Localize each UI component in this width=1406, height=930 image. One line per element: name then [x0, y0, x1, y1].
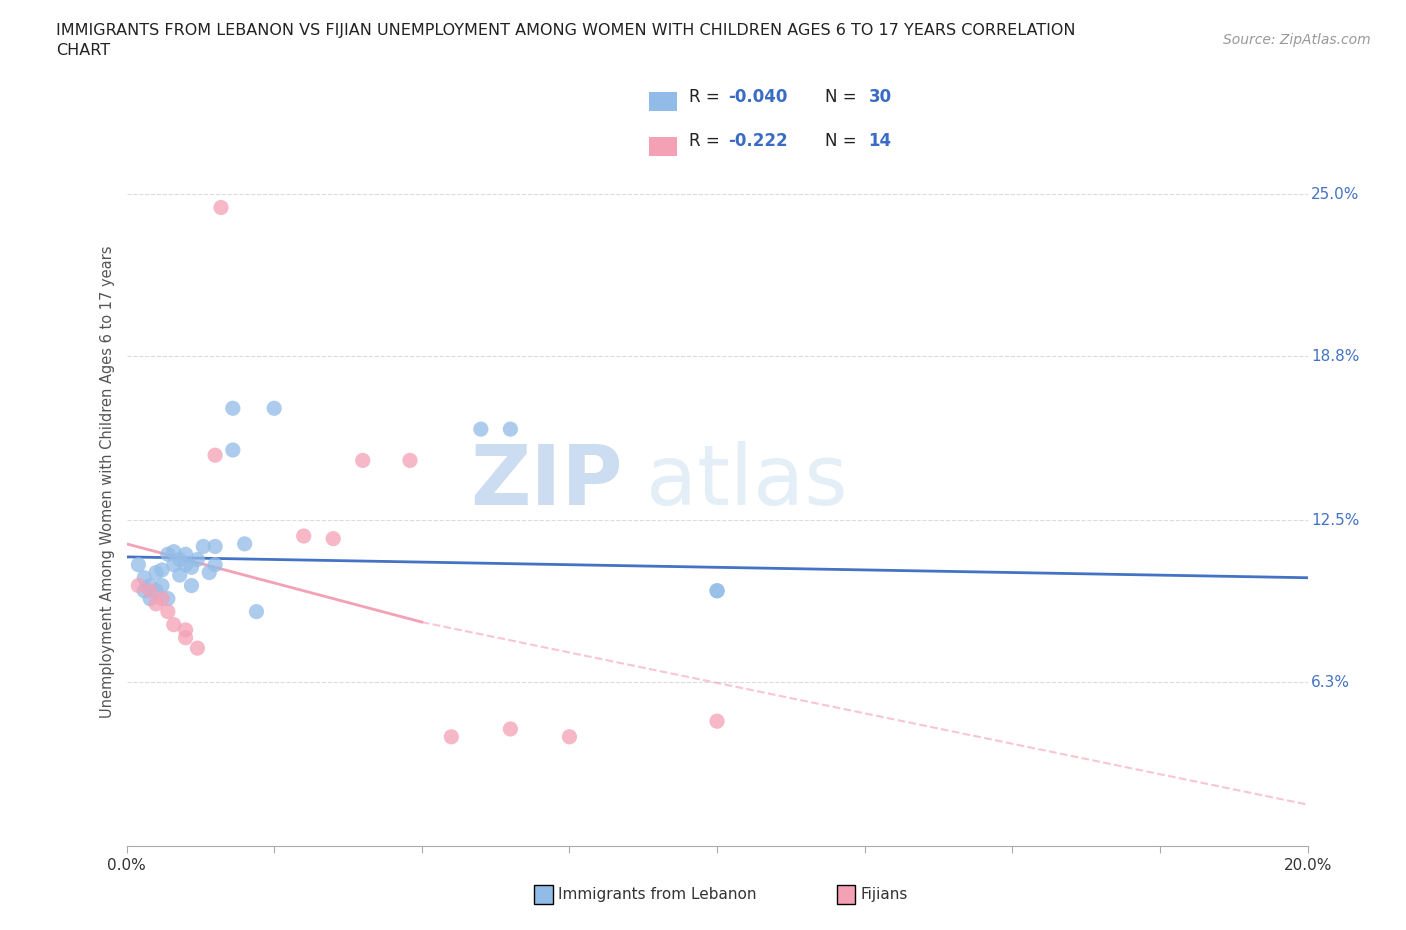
Point	[193, 539, 215, 554]
Text: 18.8%: 18.8%	[1312, 349, 1360, 364]
Point	[163, 557, 186, 572]
Point	[292, 528, 315, 543]
Point	[222, 443, 245, 458]
Point	[134, 570, 156, 585]
Point	[174, 631, 197, 645]
Text: atlas: atlas	[647, 441, 848, 522]
Point	[440, 729, 463, 744]
Point	[145, 596, 167, 611]
FancyBboxPatch shape	[650, 137, 676, 155]
Point	[145, 565, 167, 580]
Point	[139, 583, 162, 598]
Text: IMMIGRANTS FROM LEBANON VS FIJIAN UNEMPLOYMENT AMONG WOMEN WITH CHILDREN AGES 6 : IMMIGRANTS FROM LEBANON VS FIJIAN UNEMPL…	[56, 23, 1076, 58]
Point	[263, 401, 285, 416]
Point	[127, 557, 149, 572]
Text: N =: N =	[825, 88, 862, 106]
Point	[186, 552, 208, 567]
Text: ZIP: ZIP	[470, 441, 623, 522]
Text: 25.0%: 25.0%	[1312, 187, 1360, 202]
Point	[150, 563, 173, 578]
Point	[156, 604, 179, 619]
Point	[706, 583, 728, 598]
Point	[163, 618, 186, 632]
Point	[174, 547, 197, 562]
Point	[499, 722, 522, 737]
Point	[322, 531, 344, 546]
Point	[204, 447, 226, 462]
Text: Source: ZipAtlas.com: Source: ZipAtlas.com	[1223, 33, 1371, 46]
Text: Fijians: Fijians	[860, 887, 908, 902]
Point	[163, 544, 186, 559]
Text: R =: R =	[689, 88, 725, 106]
Point	[174, 557, 197, 572]
Point	[204, 539, 226, 554]
Point	[706, 713, 728, 728]
Point	[186, 641, 208, 656]
Point	[470, 421, 492, 436]
Point	[139, 591, 162, 606]
Text: 12.5%: 12.5%	[1312, 512, 1360, 528]
Point	[145, 583, 167, 598]
Point	[156, 547, 179, 562]
Text: 6.3%: 6.3%	[1312, 674, 1350, 689]
Point	[558, 729, 581, 744]
Text: Immigrants from Lebanon: Immigrants from Lebanon	[558, 887, 756, 902]
Point	[139, 578, 162, 593]
Point	[399, 453, 422, 468]
Text: -0.222: -0.222	[728, 132, 787, 150]
Point	[233, 537, 256, 551]
Point	[150, 591, 173, 606]
Point	[198, 565, 221, 580]
Point	[222, 401, 245, 416]
Point	[209, 200, 232, 215]
Point	[352, 453, 374, 468]
Point	[169, 552, 191, 567]
Point	[174, 622, 197, 637]
Text: 30: 30	[869, 88, 891, 106]
Text: N =: N =	[825, 132, 862, 150]
Point	[499, 421, 522, 436]
Point	[169, 567, 191, 582]
FancyBboxPatch shape	[650, 92, 676, 111]
Point	[245, 604, 267, 619]
Point	[204, 557, 226, 572]
Point	[150, 578, 173, 593]
Text: -0.040: -0.040	[728, 88, 787, 106]
Point	[134, 583, 156, 598]
Point	[180, 560, 202, 575]
Point	[127, 578, 149, 593]
Text: R =: R =	[689, 132, 725, 150]
Point	[706, 583, 728, 598]
Point	[180, 578, 202, 593]
Point	[156, 591, 179, 606]
Text: 14: 14	[869, 132, 891, 150]
Y-axis label: Unemployment Among Women with Children Ages 6 to 17 years: Unemployment Among Women with Children A…	[100, 245, 115, 718]
